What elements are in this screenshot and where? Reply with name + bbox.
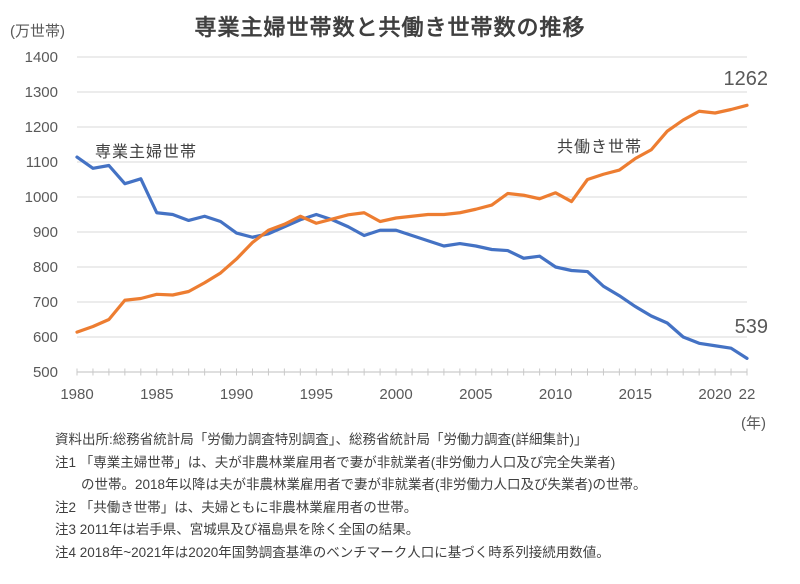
y-tick-label: 1200 [25,119,58,136]
footnote-note2: 注2 「共働き世帯」は、夫婦ともに非農林業雇用者の世帯。 [55,499,418,515]
x-tick-label: 1980 [60,386,93,403]
series-line-dual-income [75,103,749,334]
series-label-housewife: 専業主婦世帯 [95,144,198,161]
x-axis-unit-label: (年) [741,415,766,432]
chart-title: 専業主婦世帯数と共働き世帯数の推移 [194,15,586,40]
footnote-source: 資料出所:総務省統計局「労働力調査特別調査」、総務省統計局「労働力調査(詳細集計… [55,432,588,447]
y-tick-label: 1400 [25,49,58,66]
x-tick-label: 2000 [379,386,412,403]
y-tick-label: 500 [33,364,58,381]
footnotes: 資料出所:総務省統計局「労働力調査特別調査」、総務省統計局「労働力調査(詳細集計… [55,429,795,564]
x-tick-label: 22 [739,386,756,403]
y-tick-label: 600 [33,329,58,346]
x-tick-label: 1990 [220,386,253,403]
y-tick-label: 800 [33,259,58,276]
x-tick-label: 2015 [619,386,652,403]
y-axis-unit-label: (万世帯) [10,23,65,40]
end-value-dual-income: 1262 [723,68,769,90]
series-line-housewife [75,155,749,360]
x-tick-label: 2005 [459,386,492,403]
y-tick-label: 700 [33,294,58,311]
y-tick-label: 1300 [25,84,58,101]
x-tick-label: 1995 [300,386,333,403]
footnote-note4: 注4 2018年~2021年は2020年国勢調査基準のベンチマーク人口に基づく時… [55,544,610,560]
footnote-note1-cont: の世帯。2018年以降は夫が非農林業雇用者で妻が非就業者(非労働力人口及び失業者… [81,477,647,492]
x-tick-label: 1985 [140,386,173,403]
end-value-housewife: 539 [734,316,768,338]
y-tick-label: 1000 [25,189,58,206]
x-tick-label: 2010 [539,386,572,403]
y-tick-label: 1100 [26,154,58,171]
y-tick-label: 900 [33,224,58,241]
chart-svg: 500 600 700 800 900 1000 1100 1200 1300 1400 1980 1… [25,49,756,403]
x-tick-label: 2020 [698,386,731,403]
footnote-note3: 注3 2011年は岩手県、宮城県及び福島県を除く全国の結果。 [55,522,420,537]
footnote-note1: 注1 「専業主婦世帯」は、夫が非農林業雇用者で妻が非就業者(非労働力人口及び完全… [55,454,616,470]
series-label-dual-income: 共働き世帯 [557,139,643,156]
